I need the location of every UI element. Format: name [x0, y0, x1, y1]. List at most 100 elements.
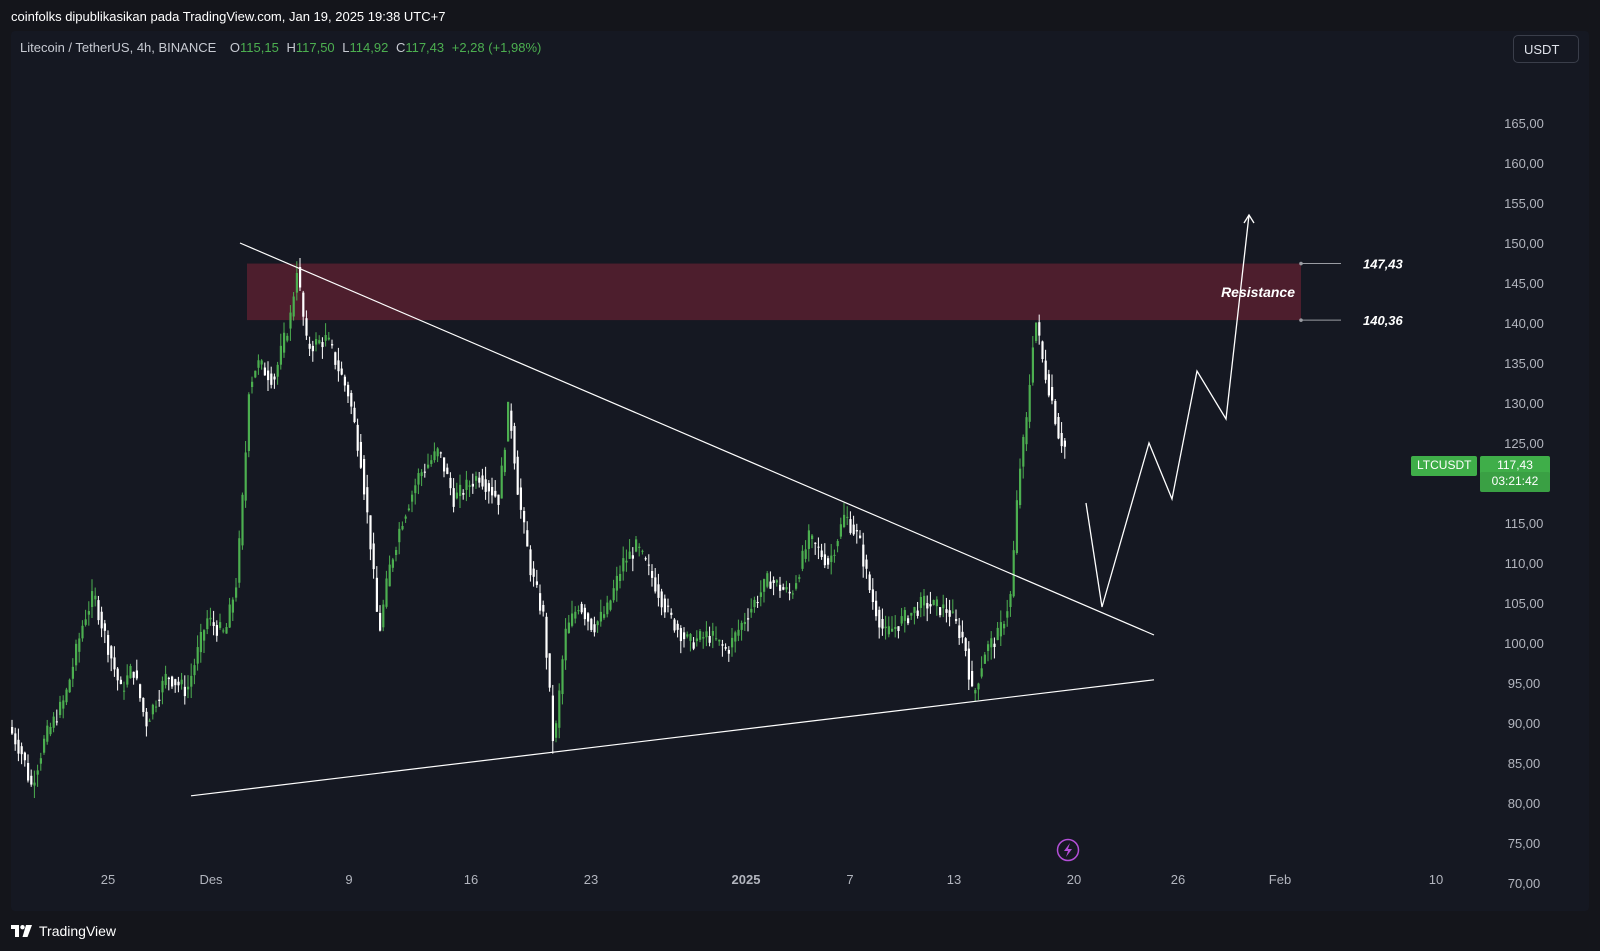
candle — [638, 543, 641, 557]
candle — [254, 370, 257, 379]
candle — [587, 611, 590, 631]
candle — [942, 594, 945, 618]
candle — [279, 333, 282, 370]
y-tick-label: 145,00 — [1504, 276, 1544, 291]
candle — [478, 471, 481, 488]
candle — [20, 742, 23, 765]
candle — [657, 573, 660, 607]
candle — [187, 675, 190, 699]
candle — [75, 639, 78, 671]
candle — [196, 635, 199, 671]
change-value: +2,28 (+1,98%) — [451, 40, 542, 55]
candle — [820, 543, 823, 560]
candle — [46, 719, 49, 745]
level-anchor-dot — [1299, 318, 1303, 322]
time-axis[interactable]: 25 Des 9 16 23 2025 7 13 20 26 Feb 10 — [101, 872, 1443, 887]
ascending-trendline[interactable] — [190, 679, 1155, 797]
candle — [145, 708, 148, 737]
candle — [107, 630, 110, 663]
candle — [1044, 349, 1047, 384]
candle — [23, 751, 26, 767]
candle — [443, 457, 446, 478]
candle — [619, 565, 622, 589]
candle — [238, 530, 241, 588]
candle — [116, 666, 119, 691]
candle — [1025, 412, 1028, 452]
candle — [612, 579, 615, 603]
footer: TradingView — [0, 911, 1600, 951]
candle — [315, 332, 318, 352]
tradingview-logo[interactable]: TradingView — [11, 923, 116, 939]
upper-level-label: 147,43 — [1363, 257, 1404, 272]
candle — [929, 591, 932, 614]
currency-button[interactable]: USDT — [1513, 35, 1579, 63]
candle — [404, 514, 407, 523]
candle — [689, 632, 692, 652]
candle — [481, 468, 484, 490]
candle — [327, 332, 330, 341]
candle — [190, 663, 193, 699]
candle — [804, 540, 807, 563]
candle — [855, 523, 858, 544]
candle — [747, 608, 750, 632]
candle — [843, 502, 846, 529]
candle — [497, 494, 500, 515]
candle — [961, 620, 964, 644]
open-value: 115,15 — [240, 40, 279, 55]
candle — [795, 575, 798, 591]
candle — [990, 631, 993, 660]
candle — [782, 583, 785, 591]
candle — [641, 549, 644, 555]
candle — [177, 676, 180, 693]
price-axis[interactable]: 165,00 160,00 155,00 150,00 145,00 140,00 135,… — [1504, 116, 1544, 891]
candle — [791, 590, 794, 599]
chart-legend: Litecoin / TetherUS, 4h, BINANCE O115,15… — [20, 40, 541, 55]
candle — [379, 605, 382, 632]
candle — [222, 628, 225, 634]
candle — [615, 566, 618, 602]
candle — [859, 530, 862, 539]
y-tick-label: 150,00 — [1504, 236, 1544, 251]
candle — [14, 727, 17, 751]
candle — [30, 769, 33, 787]
candle — [167, 676, 170, 691]
candle — [676, 620, 679, 638]
candle — [331, 339, 334, 349]
candle — [852, 515, 855, 536]
candle — [1057, 412, 1060, 440]
candle — [411, 490, 414, 513]
candle — [148, 718, 151, 722]
candle — [267, 361, 270, 391]
candle — [654, 568, 657, 594]
candle — [539, 584, 542, 615]
chart-canvas[interactable]: Resistance 147,43 140,36 165,00 160,00 155,0… — [11, 31, 1589, 911]
candle — [503, 447, 506, 476]
candle — [203, 629, 206, 654]
descending-trendline[interactable] — [239, 242, 1155, 636]
chart-panel[interactable]: Resistance 147,43 140,36 165,00 160,00 155,0… — [11, 31, 1589, 911]
candle — [766, 570, 769, 589]
candle — [500, 457, 503, 499]
candle — [756, 595, 759, 608]
low-value: 114,92 — [349, 40, 389, 55]
lightning-icon[interactable] — [1056, 838, 1080, 862]
candle — [667, 598, 670, 613]
ticker-symbol-tag: LTCUSDT — [1411, 456, 1478, 476]
candle — [155, 700, 158, 713]
candle — [462, 489, 465, 500]
candle — [231, 597, 234, 622]
candle — [772, 576, 775, 596]
candle — [369, 515, 372, 561]
y-tick-label: 130,00 — [1504, 396, 1544, 411]
candle — [567, 614, 570, 634]
candle — [839, 517, 842, 539]
candle — [430, 454, 433, 467]
projection-arrowhead — [1243, 213, 1255, 224]
candle — [17, 728, 20, 762]
candle — [1051, 374, 1054, 405]
candle — [324, 323, 327, 347]
candle — [699, 628, 702, 643]
y-tick-label: 125,00 — [1504, 436, 1544, 451]
y-tick-label: 70,00 — [1508, 876, 1541, 891]
projection-path[interactable] — [1085, 214, 1250, 608]
